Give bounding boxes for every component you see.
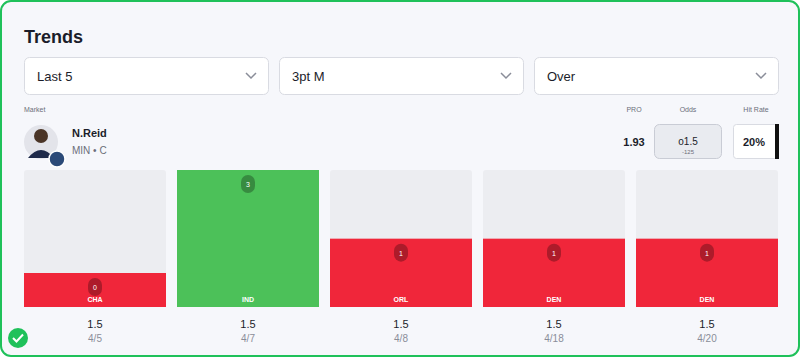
data-label: 0: [93, 284, 97, 291]
value-pill: [547, 244, 561, 262]
bar-labels: 0 CHA 1.5 4/5 3 IND 1.5 4/7 1 ORL 1.5 4/8 1 DEN 1.5 4/1…: [87, 175, 717, 344]
filter-dropdown[interactable]: 3pt M: [280, 58, 524, 95]
line-value: 1.5: [87, 318, 102, 330]
dropdown-box[interactable]: [280, 58, 524, 95]
bar-background: [636, 170, 778, 307]
base-strip: [24, 273, 166, 307]
bar-background: [483, 170, 625, 307]
game-date: 4/8: [394, 333, 408, 344]
base-strip: [177, 273, 319, 307]
value-pill: [700, 244, 714, 262]
bar: [330, 239, 472, 274]
hit-rate: 20%: [743, 136, 765, 148]
odds-box[interactable]: [655, 125, 722, 159]
player-name: N.Reid: [72, 127, 107, 139]
dropdown-box[interactable]: [535, 58, 779, 95]
data-label: 1: [552, 250, 556, 257]
pro-label: PRO: [626, 106, 642, 113]
game-date: 4/18: [544, 333, 564, 344]
dropdown-label[interactable]: Over: [547, 69, 576, 84]
chevron: [246, 73, 256, 78]
base-strip: [636, 273, 778, 307]
data-label: 3: [246, 181, 250, 188]
market-label: Market: [24, 106, 45, 113]
game-date: 4/5: [88, 333, 102, 344]
category-label: ORL: [394, 296, 410, 303]
card-frame: [1, 1, 799, 356]
hit-rate-box: [734, 125, 778, 159]
hit-rate-label: Hit Rate: [743, 106, 768, 113]
bar-background: [24, 170, 166, 307]
hit-rate-bar: [775, 124, 779, 159]
value-pill: [88, 278, 102, 296]
trends-card: Trends Last 5 3pt M Over Market N.Reid MIN • C…: [0, 0, 800, 357]
category-label: DEN: [547, 296, 562, 303]
check-badge: [8, 328, 28, 348]
check-mark: [13, 335, 23, 342]
data-label: 1: [399, 250, 403, 257]
team-logo: [49, 151, 65, 167]
line-value: 1.5: [240, 318, 255, 330]
bar: [177, 170, 319, 274]
line-value: 1.5: [546, 318, 561, 330]
data-label: 1: [705, 250, 709, 257]
base-strip: [483, 273, 625, 307]
game-date: 4/20: [697, 333, 717, 344]
bar: [483, 239, 625, 274]
line-value: 1.5: [393, 318, 408, 330]
avatar-head: [34, 129, 48, 143]
bars: [24, 170, 778, 307]
category-label: IND: [242, 296, 254, 303]
odds-label: Odds: [680, 106, 697, 113]
line-value: 1.5: [699, 318, 714, 330]
team-position: MIN • C: [72, 145, 107, 156]
category-label: DEN: [700, 296, 715, 303]
game-date: 4/7: [241, 333, 255, 344]
bar: [24, 273, 166, 275]
filter-dropdown[interactable]: Last 5: [25, 58, 269, 95]
bar-backgrounds: [24, 170, 778, 307]
dropdown-box[interactable]: [25, 58, 269, 95]
base-strip: [330, 273, 472, 307]
value-pill: [394, 244, 408, 262]
title: Trends: [24, 27, 83, 47]
chevron: [756, 73, 766, 78]
dropdown-label[interactable]: Last 5: [37, 69, 72, 84]
bar: [636, 239, 778, 274]
filter-dropdown[interactable]: Over: [535, 58, 779, 95]
dropdown-label[interactable]: 3pt M: [292, 69, 325, 84]
bar-background: [177, 170, 319, 307]
odds-line: o1.5: [678, 136, 698, 147]
odds-price: -125: [682, 149, 695, 155]
category-label: CHA: [87, 296, 102, 303]
chevron: [501, 73, 511, 78]
pro-value: 1.93: [623, 136, 644, 148]
bar-background: [330, 170, 472, 307]
value-pill: [241, 175, 255, 193]
